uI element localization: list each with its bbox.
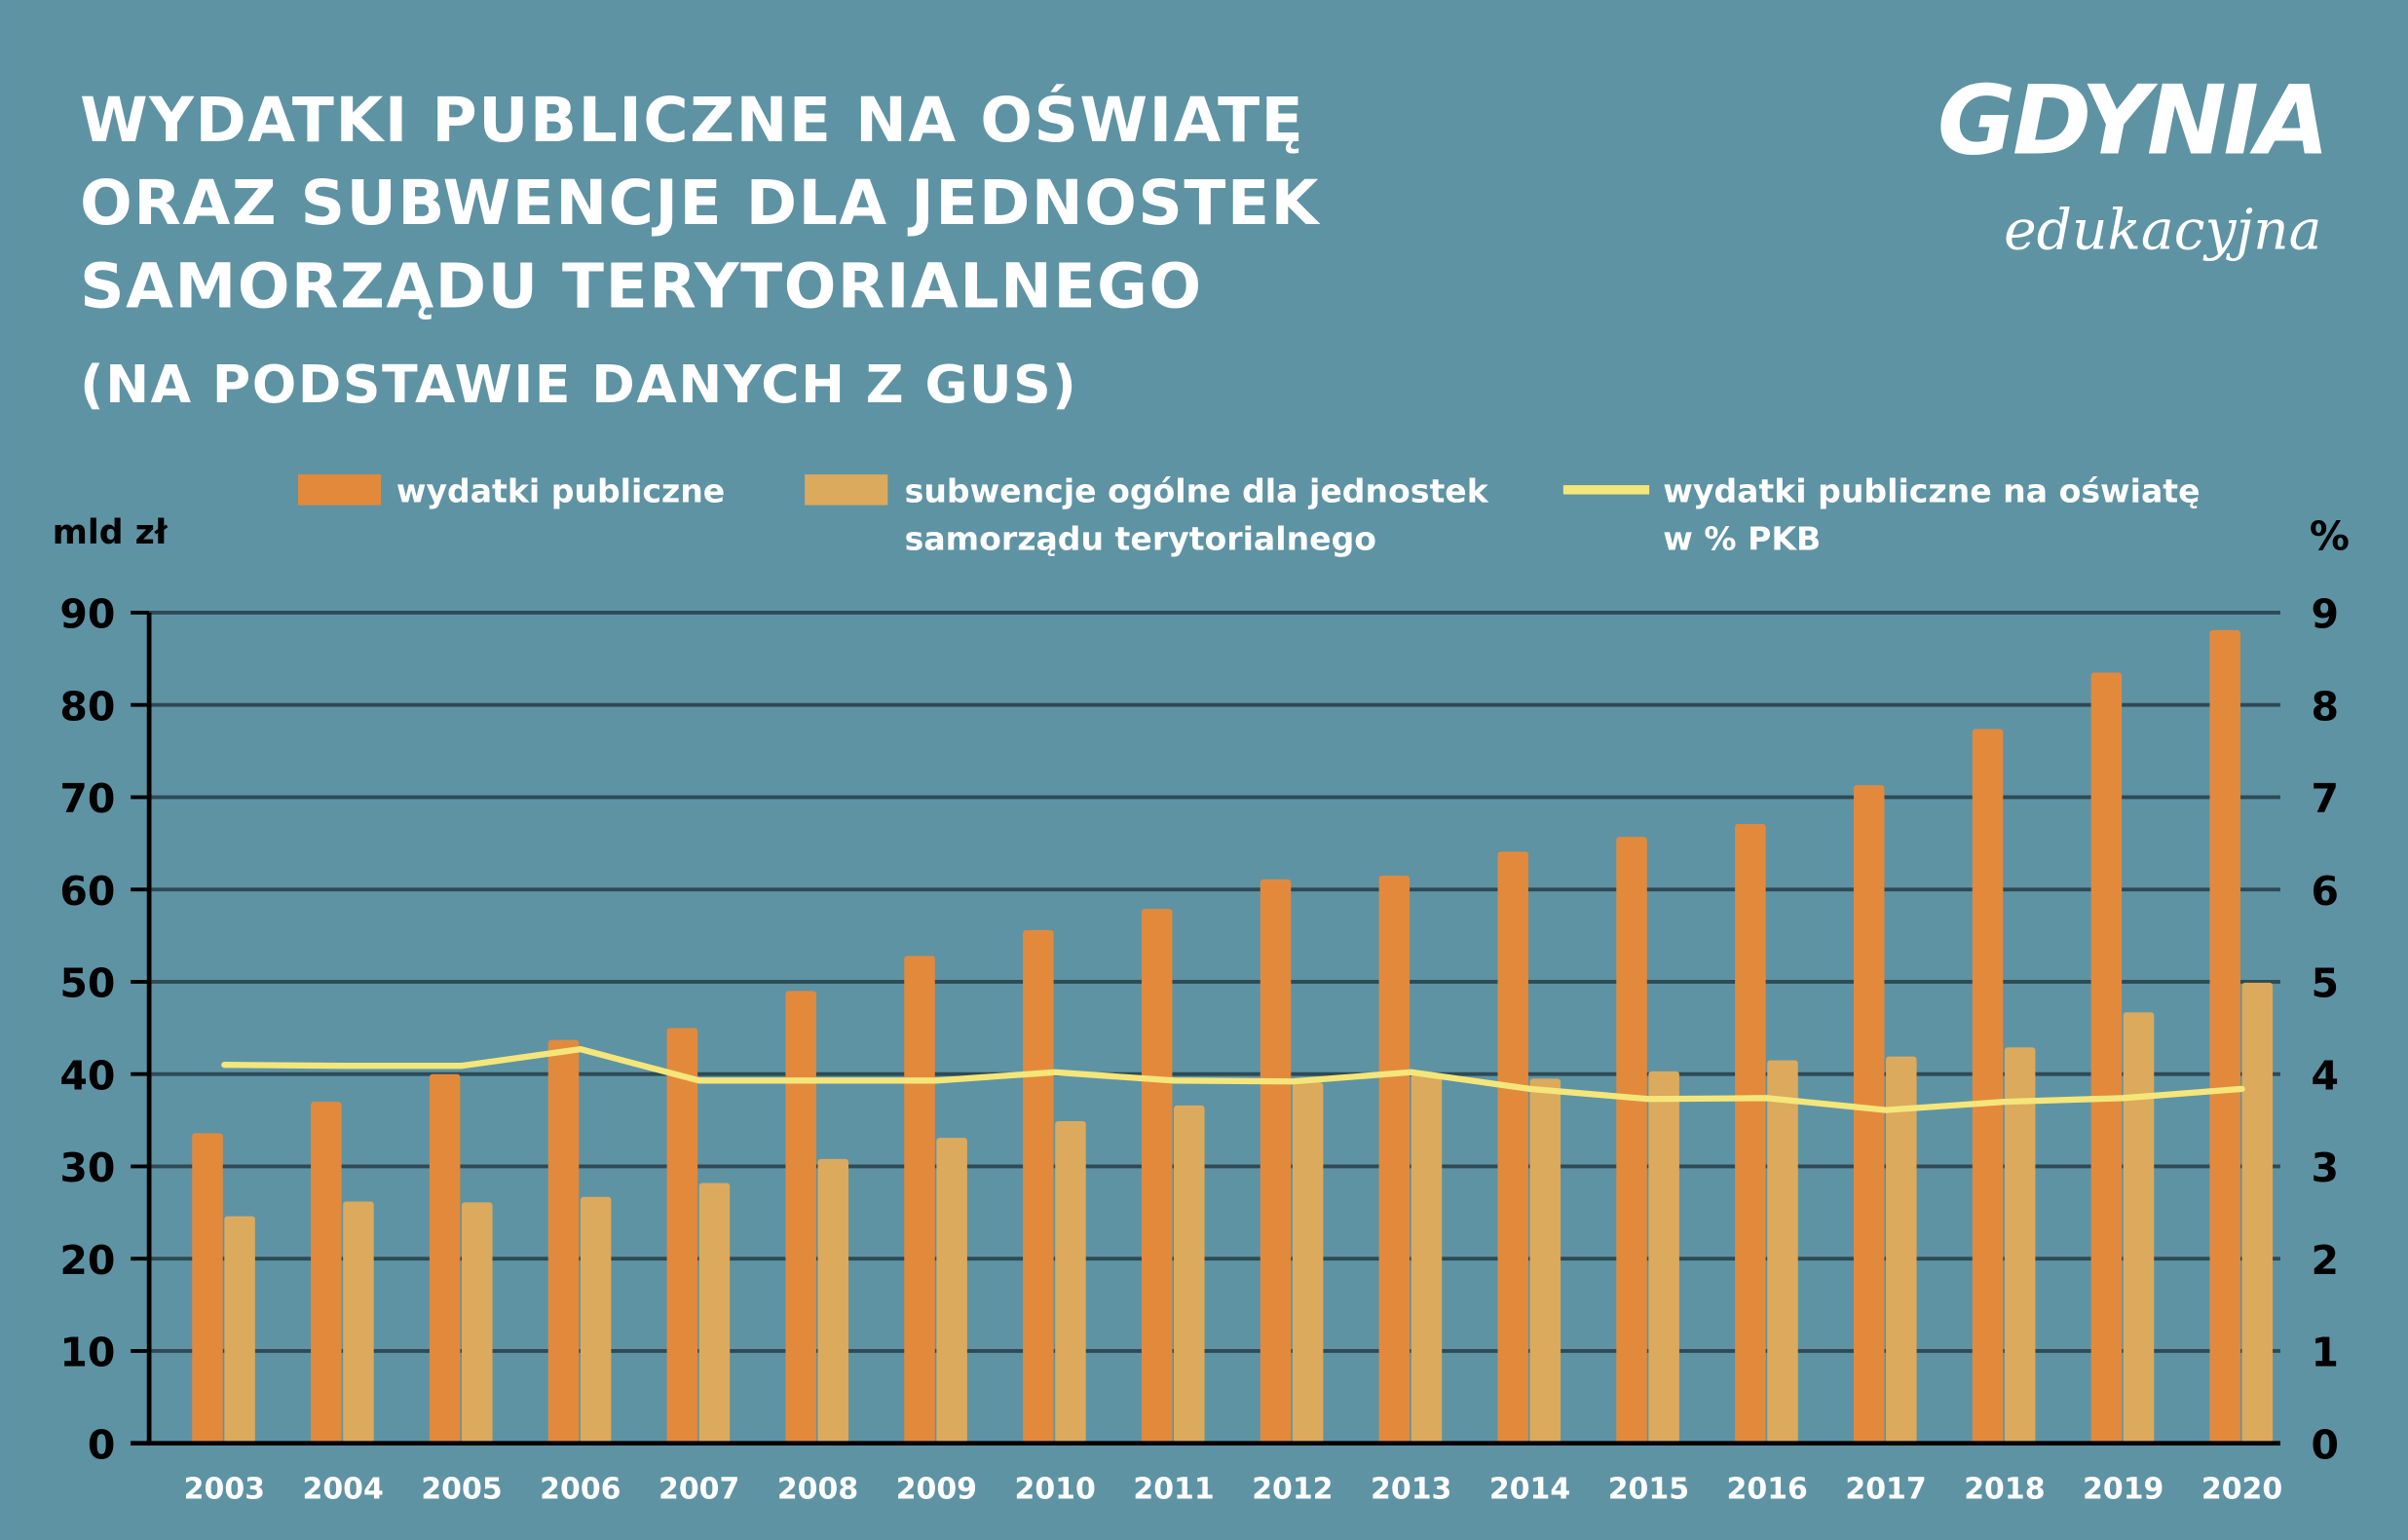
bar-subwencje (224, 1216, 255, 1444)
bar-subwencje (343, 1201, 374, 1444)
bar-subwencje (1411, 1073, 1443, 1444)
x-tick-label: 2007 (658, 1472, 739, 1506)
y-tick-label: 90 (59, 591, 115, 638)
bar-wydatki-publiczne (192, 1133, 223, 1444)
y-tick-label: 0 (88, 1421, 116, 1468)
bar-wydatki-publiczne (547, 1039, 580, 1444)
y2-axis-label: % (2310, 512, 2350, 559)
bar-wydatki-publiczne (1972, 729, 2004, 1444)
legend-label-2b: samorządu terytorialnego (905, 519, 1376, 557)
bar-wydatki-publiczne (904, 956, 935, 1444)
legend-swatch-orange (298, 474, 382, 506)
bar-wydatki-publiczne (1023, 929, 1054, 1444)
x-tick-label: 2020 (2201, 1472, 2282, 1506)
y2-tick-label: 0 (2311, 1421, 2339, 1468)
x-tick-label: 2006 (540, 1472, 621, 1506)
bar-subwencje (817, 1158, 849, 1444)
y2-tick-label: 2 (2311, 1237, 2339, 1284)
bar-wydatki-publiczne (785, 991, 816, 1444)
bar-subwencje (936, 1138, 967, 1444)
x-tick-label: 2016 (1727, 1472, 1808, 1506)
y2-tick-label: 9 (2311, 591, 2339, 638)
gridlines (149, 610, 2280, 1353)
bar-wydatki-publiczne (429, 1073, 461, 1444)
legend-swatch-light (805, 474, 888, 506)
x-tick-label: 2009 (896, 1472, 977, 1506)
y-tick-label: 60 (59, 868, 115, 915)
y2-tick-label: 4 (2311, 1052, 2339, 1099)
x-tick-label: 2019 (2083, 1472, 2163, 1506)
y2-tick-label: 6 (2311, 868, 2339, 915)
y2-tick-label: 7 (2311, 775, 2339, 822)
logo-sub: edukacyjna (2004, 198, 2321, 262)
bar-wydatki-publiczne (1616, 837, 1647, 1444)
y2-tick-label: 1 (2311, 1330, 2339, 1376)
y2-tick-label: 8 (2311, 683, 2339, 730)
x-tick-label: 2008 (777, 1472, 858, 1506)
legend-label-3a: wydatki publiczne na oświatę (1663, 471, 2200, 509)
legend-label-2a: subwencje ogólne dla jednostek (905, 471, 1489, 509)
x-tick-label: 2010 (1015, 1472, 1096, 1506)
line-pkb-percent (221, 1045, 2245, 1113)
x-tick-label: 2005 (421, 1472, 502, 1506)
title-line-3: SAMORZĄDU TERYTORIALNEGO (80, 249, 1202, 321)
x-tick-label: 2018 (1964, 1472, 2045, 1506)
x-tick-label: 2013 (1371, 1472, 1451, 1506)
line-series (221, 1045, 2245, 1113)
bar-wydatki-publiczne (1260, 879, 1292, 1444)
y-tick-label: 10 (59, 1330, 115, 1376)
bar-subwencje (580, 1196, 612, 1444)
y-tick-label: 80 (59, 683, 115, 730)
y-tick-label: 50 (59, 960, 115, 1007)
bar-subwencje (1292, 1082, 1324, 1444)
bar-subwencje (1055, 1121, 1086, 1444)
y2-tick-label: 3 (2311, 1145, 2339, 1191)
y-tick-label: 70 (59, 775, 115, 822)
legend-swatch-line (1562, 485, 1650, 495)
y-axis-label: mld zł (53, 513, 169, 552)
bar-subwencje (2004, 1047, 2036, 1444)
x-tick-label: 2015 (1608, 1472, 1689, 1506)
bar-subwencje (1767, 1060, 1798, 1444)
y2-tick-label: 5 (2311, 960, 2339, 1007)
bar-wydatki-publiczne (1853, 785, 1885, 1444)
title-line-1: WYDATKI PUBLICZNE NA OŚWIATĘ (80, 84, 1304, 156)
logo: GDYNIA edukacyjna (1938, 66, 2330, 263)
x-tick-label: 2017 (1845, 1472, 1926, 1506)
bar-wydatki-publiczne (2090, 672, 2123, 1444)
x-tick-label: 2004 (303, 1472, 384, 1506)
bar-wydatki-publiczne (1497, 851, 1528, 1444)
bar-subwencje (462, 1202, 493, 1444)
bar-subwencje (2123, 1012, 2155, 1444)
bar-wydatki-publiczne (2209, 629, 2240, 1444)
bar-wydatki-publiczne (1141, 909, 1173, 1444)
y-tick-label: 40 (59, 1052, 115, 1099)
legend-label-1: wydatki publiczne (396, 471, 725, 509)
bar-subwencje (2241, 982, 2274, 1444)
legend: wydatki publiczne subwencje ogólne dla j… (298, 471, 2201, 557)
bar-subwencje (1174, 1105, 1205, 1444)
bar-wydatki-publiczne (311, 1102, 342, 1444)
subtitle: (NA PODSTAWIE DANYCH Z GUS) (80, 354, 1077, 415)
bar-wydatki-publiczne (1735, 823, 1766, 1444)
bar-wydatki-publiczne (666, 1028, 698, 1444)
bar-subwencje (1529, 1078, 1561, 1444)
bar-subwencje (698, 1183, 731, 1444)
bar-subwencje (1648, 1070, 1679, 1444)
x-tick-label: 2011 (1133, 1472, 1214, 1506)
bar-wydatki-publiczne (1378, 875, 1411, 1444)
title-line-2: ORAZ SUBWENCJE DLA JEDNOSTEK (80, 167, 1320, 239)
x-tick-label: 2012 (1252, 1472, 1333, 1506)
y-tick-label: 30 (59, 1145, 115, 1191)
logo-main: GDYNIA (1938, 66, 2326, 177)
legend-label-3b: w % PKB (1663, 519, 1821, 557)
bar-subwencje (1886, 1056, 1917, 1444)
y-tick-label: 20 (59, 1237, 115, 1284)
x-tick-label: 2014 (1489, 1472, 1570, 1506)
axes: 0 10 20 30 40 50 60 70 80 90 0 1 2 3 4 5 6 7 8 9 2003 2004 200… (59, 591, 2339, 1507)
x-tick-label: 2003 (184, 1472, 265, 1506)
